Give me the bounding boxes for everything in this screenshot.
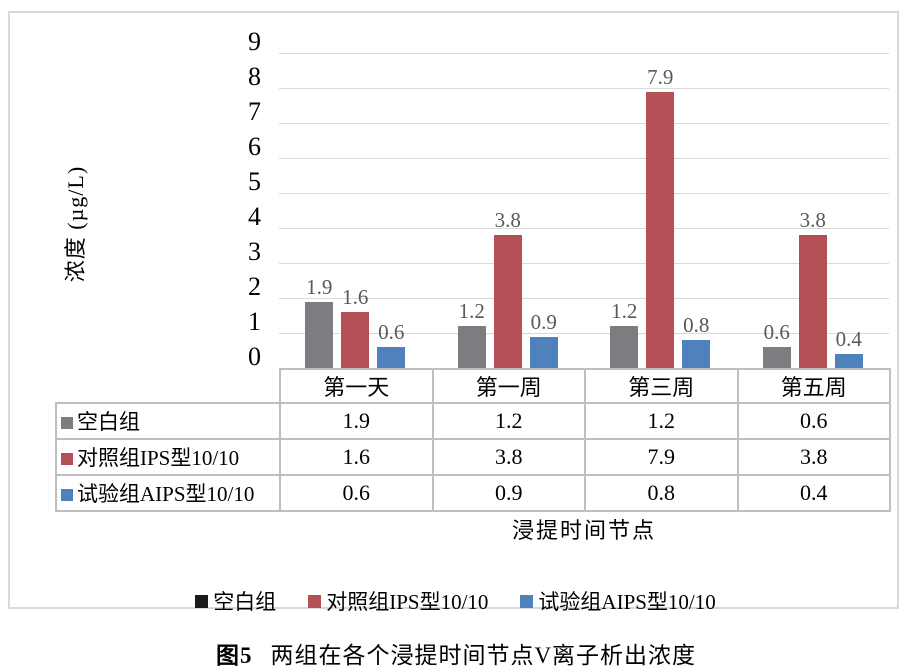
table-value-cell: 1.6	[279, 438, 434, 476]
legend-label: 试验组AIPS型10/10	[538, 590, 716, 614]
bar	[682, 340, 711, 368]
legend-item: 空白组	[195, 586, 276, 616]
legend-label: 空白组	[213, 590, 277, 614]
gridline	[279, 158, 889, 159]
table-value-cell: 0.8	[584, 474, 739, 512]
bar	[762, 347, 791, 368]
legend-swatch-icon	[520, 594, 534, 608]
y-tick-label: 4	[248, 202, 261, 231]
bar-value-label: 1.9	[306, 274, 333, 299]
x-axis-title: 浸提时间节点	[511, 518, 656, 543]
gridline	[279, 193, 889, 194]
table-category-header: 第一天	[279, 368, 434, 404]
bar-value-label: 7.9	[647, 64, 674, 89]
y-tick-label: 7	[248, 97, 261, 126]
bar-value-label: 3.8	[799, 208, 826, 232]
y-tick-label: 1	[248, 307, 261, 336]
table-category-header: 第三周	[584, 368, 739, 404]
bar	[377, 347, 406, 368]
y-tick-label: 3	[248, 237, 261, 266]
bar-value-label: 0.4	[835, 327, 862, 351]
bar-value-label: 1.2	[611, 299, 638, 323]
series-swatch-icon	[61, 489, 73, 501]
chart-data-table: 第一天 第一周 第三周 第五周 空白组 1.9 1.2 1.2 0.6 对照组IPS型10/10 1…	[55, 368, 891, 512]
y-tick-label: 6	[248, 132, 261, 161]
table-value-cell: 0.4	[736, 474, 891, 512]
bar	[798, 235, 827, 368]
bar	[493, 235, 522, 368]
figure-caption-text: 两组在各个浸提时间节点V离子析出浓度	[270, 643, 697, 668]
table-value-cell: 1.2	[584, 402, 739, 440]
bar-value-label: 0.9	[530, 309, 557, 334]
figure-caption: 图5 两组在各个浸提时间节点V离子析出浓度	[0, 636, 912, 670]
bar-value-label: 1.6	[342, 285, 369, 309]
table-value-cell: 0.6	[279, 474, 434, 512]
y-tick-label: 2	[248, 272, 261, 301]
bar	[341, 312, 370, 368]
table-value-cell: 0.9	[431, 474, 586, 512]
table-row-label: 试验组AIPS型10/10	[55, 474, 281, 512]
legend-label: 对照组IPS型10/10	[326, 590, 489, 614]
bar	[610, 326, 639, 368]
table-category-header: 第五周	[736, 368, 891, 404]
table-corner-cell	[56, 369, 280, 403]
bar-value-label: 0.6	[378, 320, 405, 344]
table-value-cell: 0.6	[736, 402, 891, 440]
y-tick-label: 0	[248, 342, 261, 371]
bar	[529, 336, 558, 368]
bar-value-label: 3.8	[494, 208, 521, 232]
legend-item: 试验组AIPS型10/10	[520, 586, 716, 616]
table-category-header: 第一周	[431, 368, 586, 404]
gridline	[279, 123, 889, 124]
table-value-cell: 3.8	[736, 438, 891, 476]
bar	[834, 354, 863, 368]
gridline	[279, 88, 889, 89]
bar-value-label: 1.2	[458, 299, 485, 323]
plot-area: 1.9 1.2 1.2 0.6 1.6 3.8 7.9 3.8 0.6 0.9 0.8 0.4	[279, 53, 889, 368]
gridline	[279, 333, 889, 334]
table-row-label: 空白组	[55, 402, 281, 440]
series-swatch-icon	[61, 453, 73, 465]
y-tick-label: 9	[248, 27, 261, 56]
table-value-cell: 7.9	[584, 438, 739, 476]
table-value-cell: 3.8	[431, 438, 586, 476]
bar	[646, 91, 675, 368]
bar	[457, 326, 486, 368]
chart-legend: 空白组 对照组IPS型10/10 试验组AIPS型10/10	[10, 586, 901, 616]
gridline	[279, 228, 889, 229]
y-tick-label: 5	[248, 167, 261, 196]
legend-item: 对照组IPS型10/10	[308, 586, 488, 616]
gridline	[279, 263, 889, 264]
gridline	[279, 53, 889, 54]
gridline	[279, 298, 889, 299]
table-value-cell: 1.9	[279, 402, 434, 440]
legend-swatch-icon	[195, 594, 209, 608]
bar-value-label: 0.8	[683, 313, 710, 337]
y-axis-title: 浓度 (µg/L)	[63, 165, 88, 283]
legend-swatch-icon	[308, 594, 322, 608]
bar-value-label: 0.6	[763, 320, 790, 344]
table-value-cell: 1.2	[431, 402, 586, 440]
table-row-label: 对照组IPS型10/10	[55, 438, 281, 476]
bar	[305, 301, 334, 368]
figure-caption-number: 图5	[215, 643, 253, 668]
series-swatch-icon	[61, 417, 73, 429]
y-tick-label: 8	[248, 62, 261, 91]
